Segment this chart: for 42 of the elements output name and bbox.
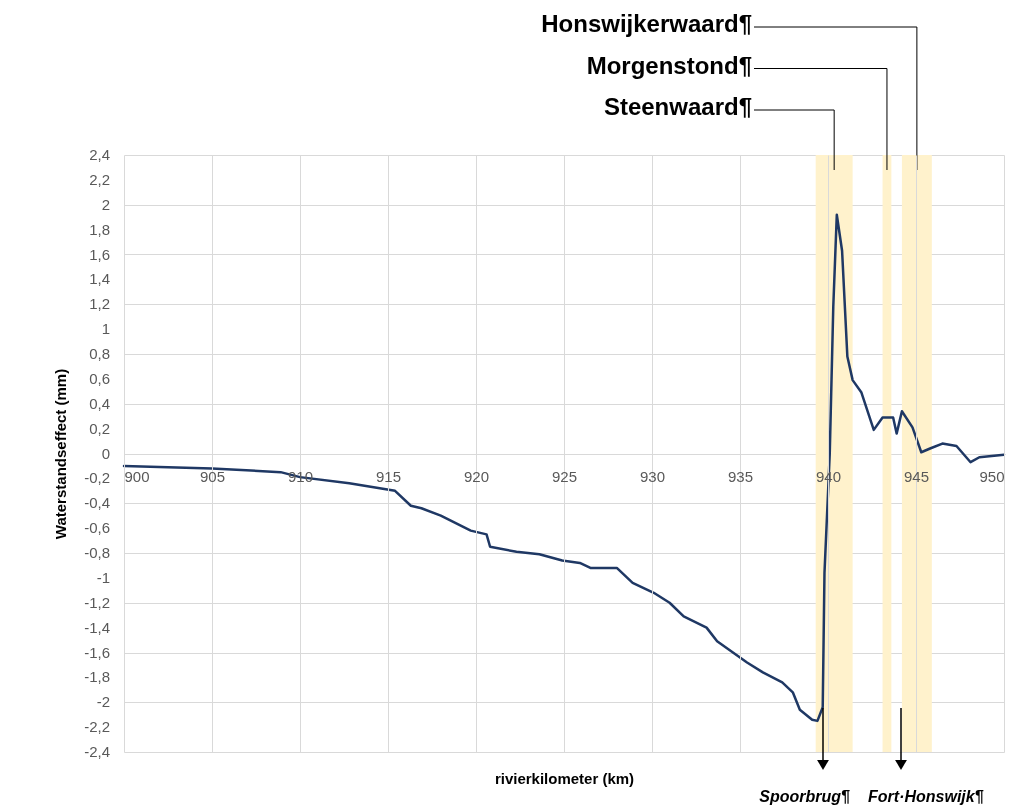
x-tick-label: 935 [727, 468, 754, 485]
y-tick-label: 1 [101, 320, 110, 338]
y-tick-label: 1,4 [89, 270, 110, 288]
y-tick-label: 2,2 [89, 170, 110, 188]
y-tick-label: 2 [101, 195, 110, 213]
x-tick-label: 950 [979, 468, 1005, 485]
text: Honswijkerwaard¶ [541, 10, 752, 37]
y-tick-label: -1,2 [84, 593, 110, 611]
y-tick-label: -1 [96, 568, 110, 586]
text: Fort·Honswijk¶ [868, 788, 984, 805]
y-tick-label: -2,2 [84, 718, 110, 736]
line-series [122, 213, 1006, 723]
y-tick-label: 0,6 [89, 369, 110, 387]
text: Morgenstond¶ [586, 51, 752, 79]
y-tick-label: -0,6 [84, 519, 110, 537]
x-tick-label: 915 [375, 468, 402, 485]
x-tick-label: 920 [463, 468, 490, 485]
text: Steenwaard¶ [603, 93, 752, 120]
y-tick-label: 2,4 [89, 146, 110, 163]
y-axis-title: Waterstandseffect (mm) [51, 368, 69, 540]
y-tick-label: -0,8 [84, 544, 110, 561]
y-tick-label: -0,4 [84, 494, 110, 512]
y-tick-label: 1,6 [89, 245, 110, 263]
x-tick-label: 925 [551, 468, 578, 485]
y-tick-label: -1,8 [84, 668, 110, 686]
y-tick-label: 0,2 [89, 419, 110, 437]
y-tick-label: 1,8 [89, 220, 110, 238]
y-tick-label: -1,6 [84, 643, 110, 661]
text: Spoorbrug¶ [759, 788, 851, 805]
y-tick-label: 1,2 [89, 295, 110, 313]
y-tick-label: -0,2 [84, 469, 110, 487]
y-tick-label: -2,4 [84, 743, 110, 760]
y-tick-label: -1,4 [84, 618, 110, 636]
y-tick-label: 0,8 [89, 345, 110, 362]
x-axis-title: rivierkilometer (km) [494, 769, 635, 787]
x-tick-label: 900 [124, 468, 150, 485]
y-tick-label: 0,4 [89, 394, 110, 412]
y-tick-label: -2 [96, 693, 110, 711]
y-tick-label: 0 [101, 444, 110, 462]
x-tick-label: 905 [199, 468, 226, 485]
x-tick-label: 945 [903, 468, 930, 485]
x-tick-label: 930 [639, 468, 666, 485]
